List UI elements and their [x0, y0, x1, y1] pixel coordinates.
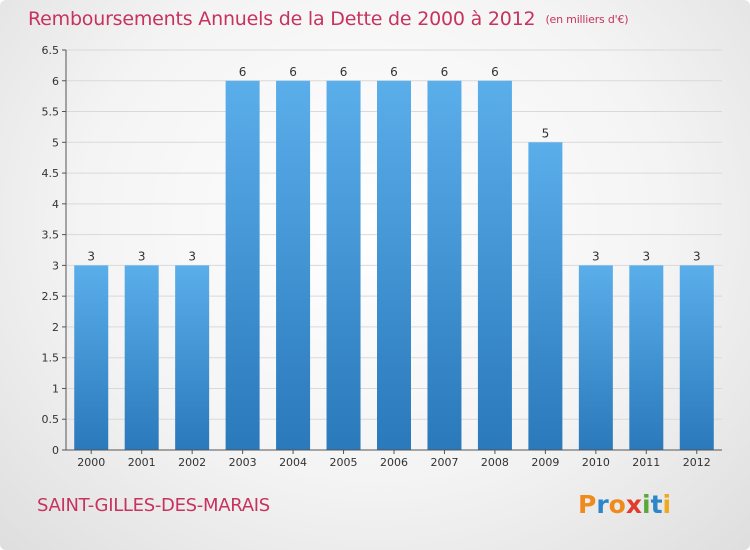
data-label: 3: [87, 249, 95, 263]
logo-letter: r: [596, 490, 609, 519]
logo-letter: x: [625, 490, 642, 519]
data-label: 3: [138, 249, 146, 263]
bar: [427, 80, 462, 451]
bar: [74, 265, 109, 450]
bar: [225, 80, 260, 451]
bar: [326, 80, 361, 451]
x-tick-label: 2006: [380, 456, 408, 469]
bar: [477, 80, 512, 451]
data-label: 6: [289, 65, 297, 79]
x-tick-labels: 2000 2001 2002 2003 2004 2005 2006 2007 2008 2009…: [77, 456, 711, 469]
x-tick-label: 2001: [128, 456, 156, 469]
data-label: 5: [542, 126, 550, 140]
logo-letter: i: [642, 490, 651, 519]
logo-letter: t: [650, 490, 663, 519]
data-label: 6: [491, 65, 499, 79]
y-tick-label: 4: [52, 198, 59, 211]
y-tick-label: 3: [52, 259, 59, 272]
y-tick-labels: 0 0.5 1 1.5 2 2.5 3 3.5 4 4.5 5 5.5 6 6.5: [42, 44, 60, 457]
x-tick-label: 2011: [632, 456, 660, 469]
x-tick-label: 2009: [531, 456, 559, 469]
y-tick-label: 1: [52, 382, 59, 395]
x-tick-label: 2005: [330, 456, 358, 469]
data-label: 3: [188, 249, 196, 263]
y-tick-label: 6.5: [42, 44, 60, 57]
y-tick-label: 2: [52, 321, 59, 334]
x-tick-label: 2008: [481, 456, 509, 469]
y-tick-label: 4.5: [42, 167, 60, 180]
bar-chart: 00.511.522.533.544.555.566.5 2000 2001 200…: [42, 44, 722, 469]
data-label: 3: [642, 249, 650, 263]
bars: [74, 80, 714, 451]
data-label: 6: [239, 65, 247, 79]
x-tick-label: 2004: [279, 456, 307, 469]
bar: [528, 142, 563, 451]
x-tick-label: 2010: [582, 456, 610, 469]
chart-title: Remboursements Annuels de la Dette de 20…: [28, 8, 629, 30]
logo-letter: i: [662, 490, 672, 519]
x-tick-label: 2003: [229, 456, 257, 469]
bar: [578, 265, 613, 450]
commune-name: SAINT-GILLES-DES-MARAIS: [37, 495, 270, 516]
chart-unit-note: (en milliers d'€): [545, 13, 629, 26]
y-tick-label: 5: [52, 136, 59, 149]
data-label: 6: [390, 65, 398, 79]
data-label: 3: [592, 249, 600, 263]
axes: [62, 49, 722, 454]
x-tick-label: 2002: [178, 456, 206, 469]
logo-letter: P: [578, 490, 597, 519]
bar: [175, 265, 210, 450]
logo-letter: o: [608, 490, 626, 519]
y-tick-label: 6: [52, 75, 59, 88]
data-label: 6: [340, 65, 348, 79]
data-label: 3: [693, 249, 701, 263]
bar: [679, 265, 714, 450]
y-tick-label: 0.5: [42, 413, 60, 426]
y-tick-label: 3.5: [42, 229, 60, 242]
bar: [629, 265, 664, 450]
chart-title-text: Remboursements Annuels de la Dette de 20…: [28, 8, 536, 30]
bar: [124, 265, 159, 450]
proxiti-logo: Proxiti: [578, 490, 671, 520]
data-label: 6: [441, 65, 449, 79]
x-tick-label: 2000: [77, 456, 105, 469]
x-tick-label: 2007: [430, 456, 458, 469]
y-tick-label: 1.5: [42, 352, 60, 365]
data-labels: 3 3 3 6 6 6 6 6 6 5 3 3 3: [87, 65, 700, 264]
y-tick-label: 5.5: [42, 106, 60, 119]
y-tick-label: 2.5: [42, 290, 60, 303]
y-tick-label: 0: [52, 444, 59, 457]
x-tick-label: 2012: [683, 456, 711, 469]
bar: [377, 80, 411, 451]
bar: [276, 80, 311, 451]
